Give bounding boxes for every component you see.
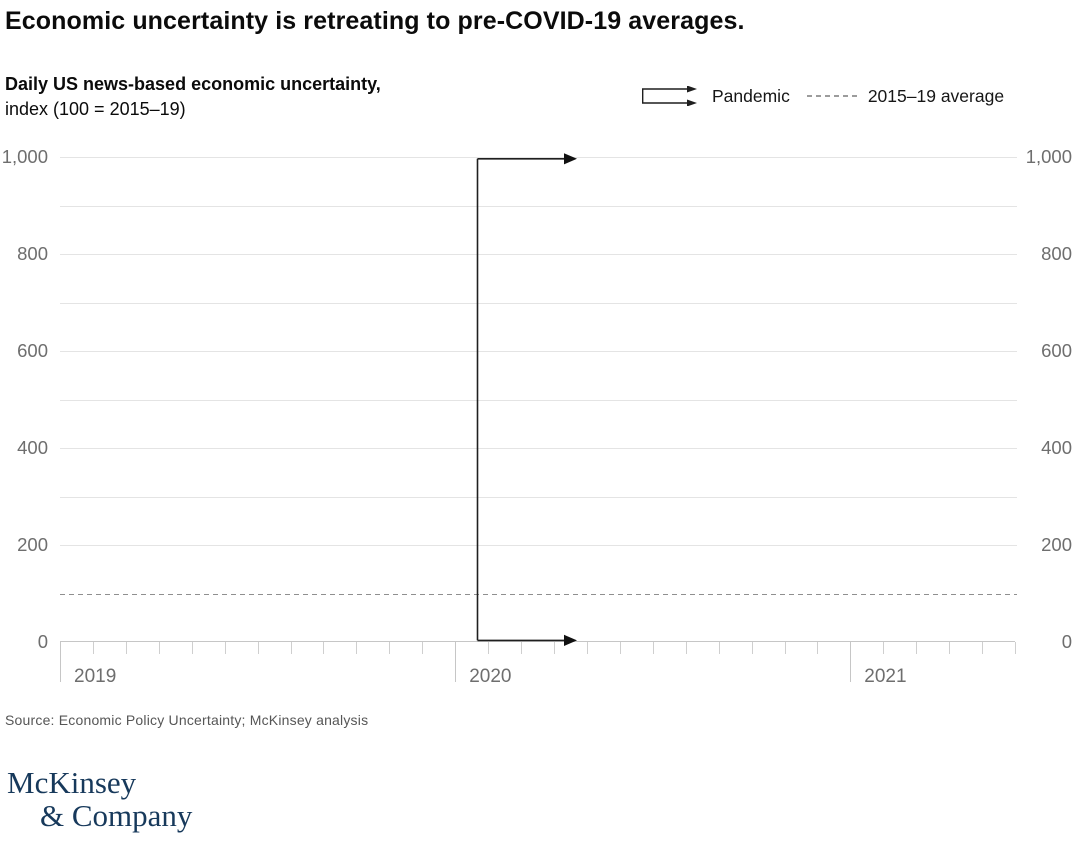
x-tick-minor <box>224 642 226 654</box>
x-tick-minor <box>1015 642 1016 654</box>
x-tick-minor <box>619 642 621 654</box>
logo-line-2: & Company <box>40 798 193 833</box>
x-tick-minor <box>982 642 984 654</box>
x-tick-minor <box>784 642 786 654</box>
x-tick-minor <box>883 642 885 654</box>
x-year-label: 2019 <box>74 666 117 687</box>
x-tick-minor <box>191 642 193 654</box>
y-tick-label-right: 0 <box>1061 631 1072 652</box>
gridline <box>60 496 1017 498</box>
x-tick-minor <box>323 642 325 654</box>
pandemic-arrows-icon <box>642 86 697 106</box>
y-tick-label-right: 1,000 <box>1025 146 1072 167</box>
gridline <box>60 205 1017 207</box>
page-title: Economic uncertainty is retreating to pr… <box>5 7 745 35</box>
gridline <box>60 254 1017 255</box>
x-year-label: 2021 <box>864 666 907 687</box>
x-tick-minor <box>488 642 490 654</box>
y-tick-label-right: 800 <box>1041 243 1072 264</box>
x-tick-minor <box>751 642 753 654</box>
gridline <box>60 351 1017 352</box>
x-tick-minor <box>422 642 424 654</box>
x-axis-line <box>60 641 1015 642</box>
plot-area: 2019 2020 2021 <box>60 153 1017 687</box>
legend: Pandemic 2015–19 average <box>641 83 1004 109</box>
x-tick-minor <box>718 642 720 654</box>
x-tick-minor <box>158 642 160 654</box>
x-tick-minor <box>521 642 522 654</box>
x-tick-minor <box>916 642 918 654</box>
gridline <box>60 157 1017 158</box>
y-tick-label-left: 800 <box>17 243 48 264</box>
x-tick-minor <box>257 642 259 654</box>
gridline <box>60 399 1017 401</box>
subtitle-bold: Daily US news-based economic uncertainty… <box>5 74 381 94</box>
x-tick-minor <box>356 642 358 654</box>
pandemic-marker <box>476 153 577 646</box>
x-tick-minor <box>554 642 555 654</box>
x-tick-minor <box>290 642 292 654</box>
logo-line-1: McKinsey <box>7 765 137 800</box>
y-tick-label-left: 0 <box>37 631 48 652</box>
y-tick-label-left: 1,000 <box>1 146 48 167</box>
x-tick-minor <box>949 642 951 654</box>
y-tick-label-left: 400 <box>17 437 48 458</box>
x-tick-minor <box>586 642 588 654</box>
chart-subtitle: Daily US news-based economic uncertainty… <box>5 72 390 122</box>
y-tick-label-right: 400 <box>1041 437 1072 458</box>
x-tick-major <box>60 642 61 682</box>
chart-area: 1,000 800 600 400 200 0 1,000 800 600 400 200 0 20… <box>0 146 1080 702</box>
subtitle-units: index (100 = 2015–19) <box>5 99 186 119</box>
gridline <box>60 545 1017 546</box>
y-tick-label-left: 600 <box>17 340 48 361</box>
x-tick-minor <box>92 642 94 654</box>
source-note: Source: Economic Policy Uncertainty; McK… <box>5 712 369 728</box>
x-tick-major <box>455 642 457 682</box>
y-tick-label-right: 600 <box>1041 340 1072 361</box>
x-tick-major <box>850 642 852 682</box>
x-tick-minor <box>125 642 127 654</box>
x-year-label: 2020 <box>469 666 512 687</box>
x-tick-minor <box>817 642 819 654</box>
legend-average-label: 2015–19 average <box>867 85 1005 106</box>
mckinsey-logo: McKinsey & Company <box>7 766 192 832</box>
x-tick-minor <box>389 642 391 654</box>
x-tick-minor <box>652 642 654 654</box>
dashed-line-icon <box>806 95 859 97</box>
x-tick-minor <box>685 642 687 654</box>
gridline <box>60 302 1017 304</box>
average-line <box>60 593 1017 596</box>
gridline <box>60 448 1017 449</box>
legend-pandemic-label: Pandemic <box>712 85 790 106</box>
y-tick-label-right: 200 <box>1041 534 1072 555</box>
y-tick-label-left: 200 <box>17 534 48 555</box>
